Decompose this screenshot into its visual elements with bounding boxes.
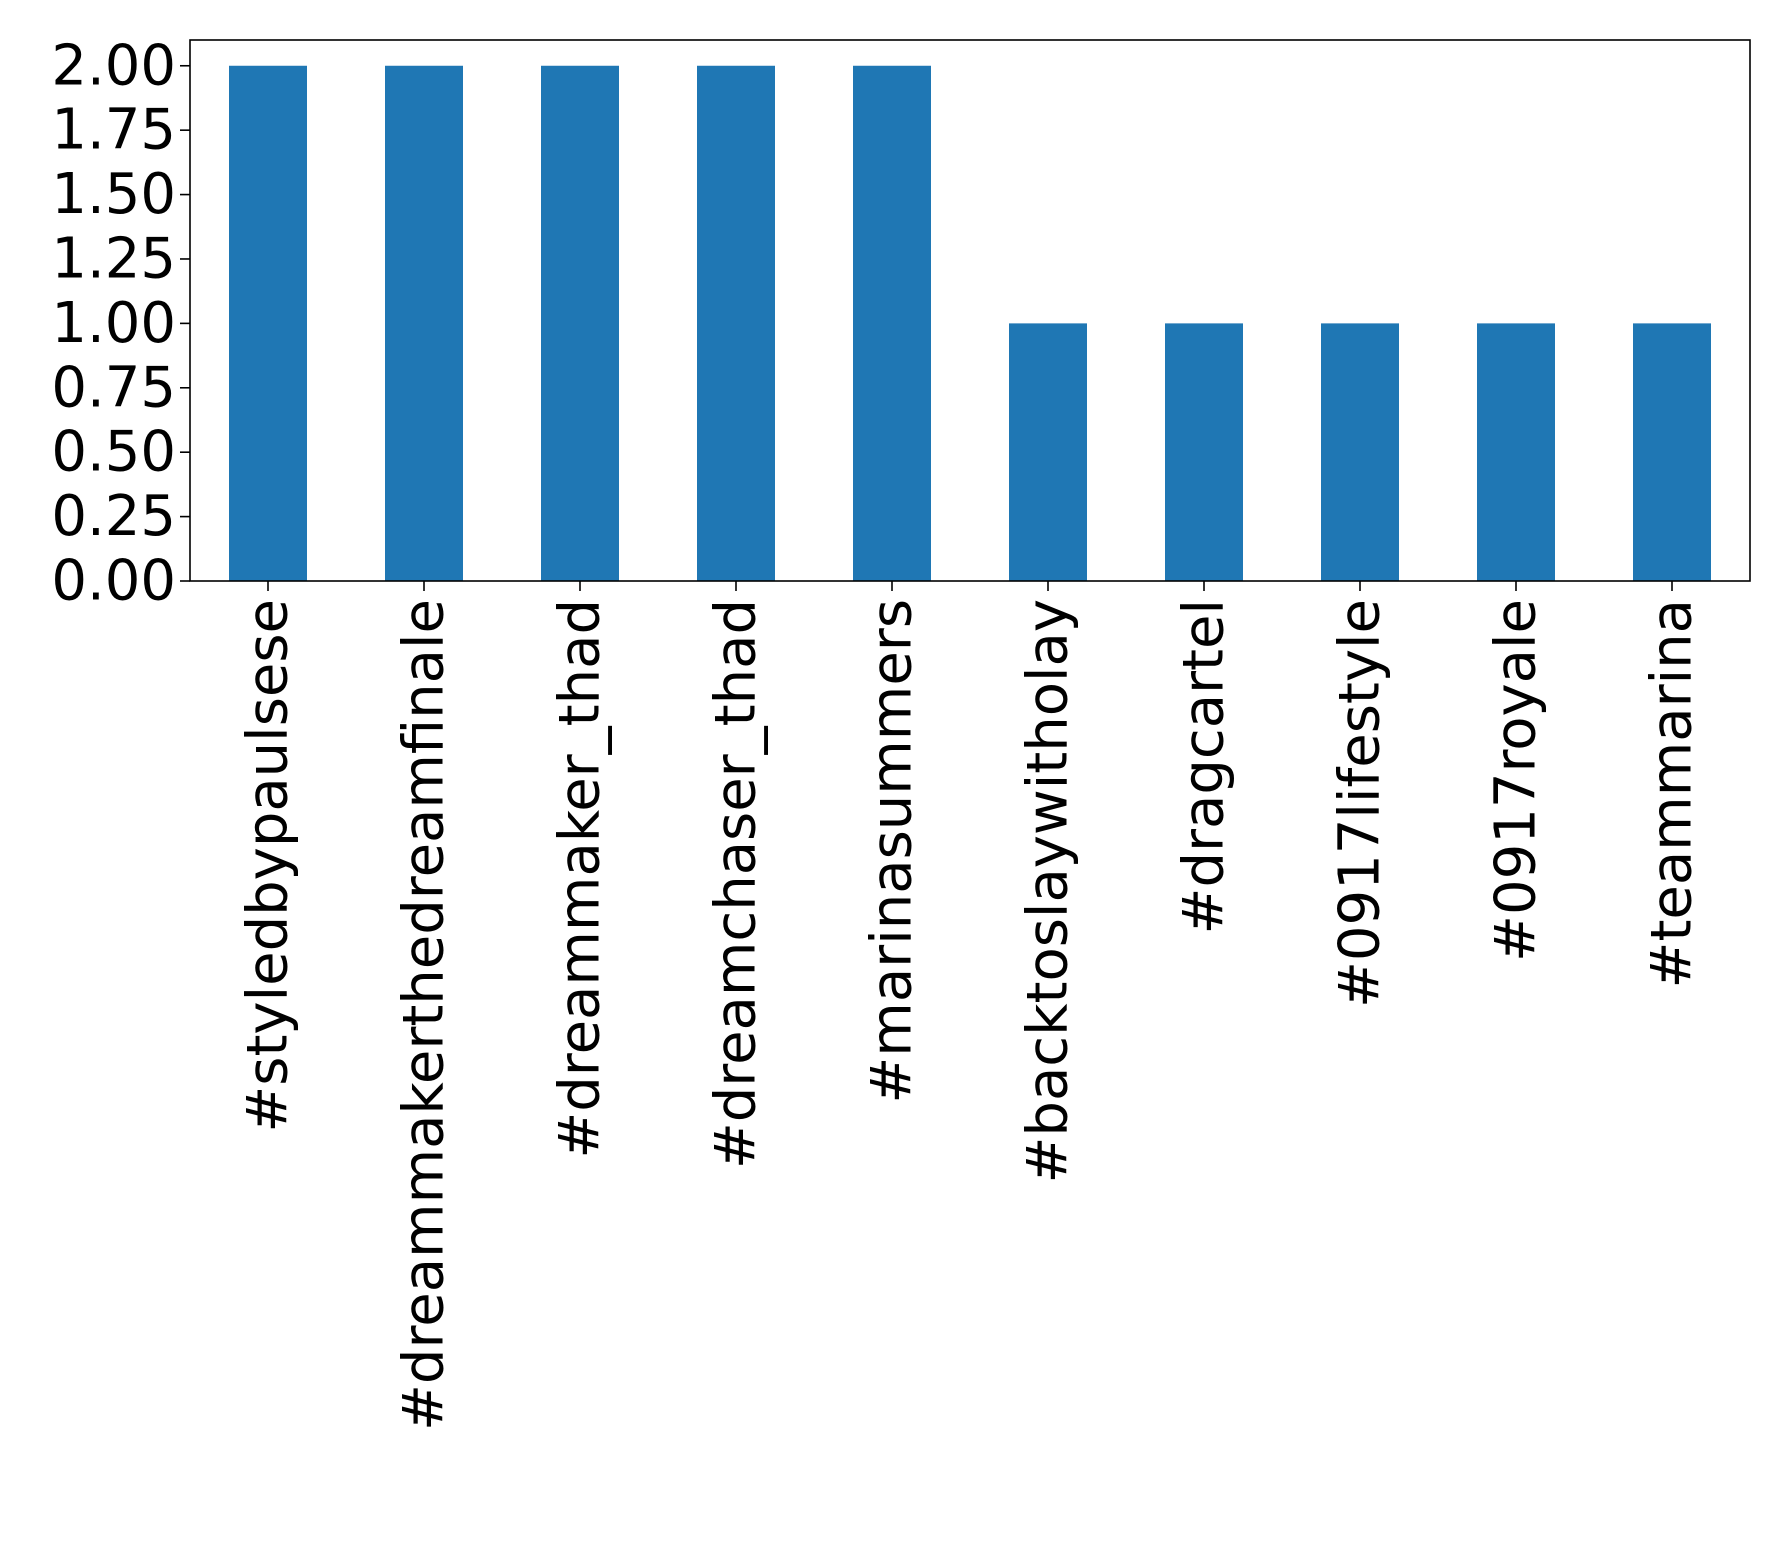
y-tick-label: 0.50 [51, 420, 176, 485]
bar-6 [1165, 323, 1243, 581]
x-tick-label: #0917royale [1484, 599, 1549, 962]
bar-1 [385, 65, 463, 581]
x-tick-label: #styledbypaulsese [236, 599, 301, 1133]
x-tick-label: #0917lifestyle [1328, 599, 1393, 1008]
bar-0 [229, 65, 307, 581]
bar-7 [1321, 323, 1399, 581]
x-axis: #styledbypaulsese #dreammakerthedreamfina… [236, 581, 1705, 1431]
x-tick-label: #dreammakerthedreamfinale [392, 599, 457, 1431]
y-tick-label: 1.75 [51, 98, 176, 163]
x-tick-label: #backtoslaywitholay [1016, 599, 1081, 1184]
x-tick-label: #teammarina [1640, 599, 1705, 988]
bar-2 [541, 65, 619, 581]
y-tick-label: 1.25 [51, 226, 176, 291]
y-axis: 0.000.250.500.751.001.251.501.752.00 [51, 33, 190, 614]
bar-3 [697, 65, 775, 581]
y-tick-label: 1.00 [51, 291, 176, 356]
plot-frame [189, 39, 1751, 582]
bar-9 [1633, 323, 1711, 581]
y-tick-label: 0.00 [51, 549, 176, 614]
y-tick-label: 2.00 [51, 33, 176, 98]
x-tick-label: #dreamchaser_thad [704, 599, 769, 1169]
bars-group [229, 65, 1711, 581]
bar-8 [1477, 323, 1555, 581]
x-tick-label: #marinasummers [860, 599, 925, 1104]
y-tick-label: 0.25 [51, 484, 176, 549]
bar-5 [1009, 323, 1087, 581]
bar-4 [853, 65, 931, 581]
y-tick-label: 1.50 [51, 162, 176, 227]
x-tick-label: #dreammaker_thad [548, 599, 613, 1159]
x-tick-label: #dragcartel [1172, 599, 1237, 934]
y-tick-label: 0.75 [51, 355, 176, 420]
